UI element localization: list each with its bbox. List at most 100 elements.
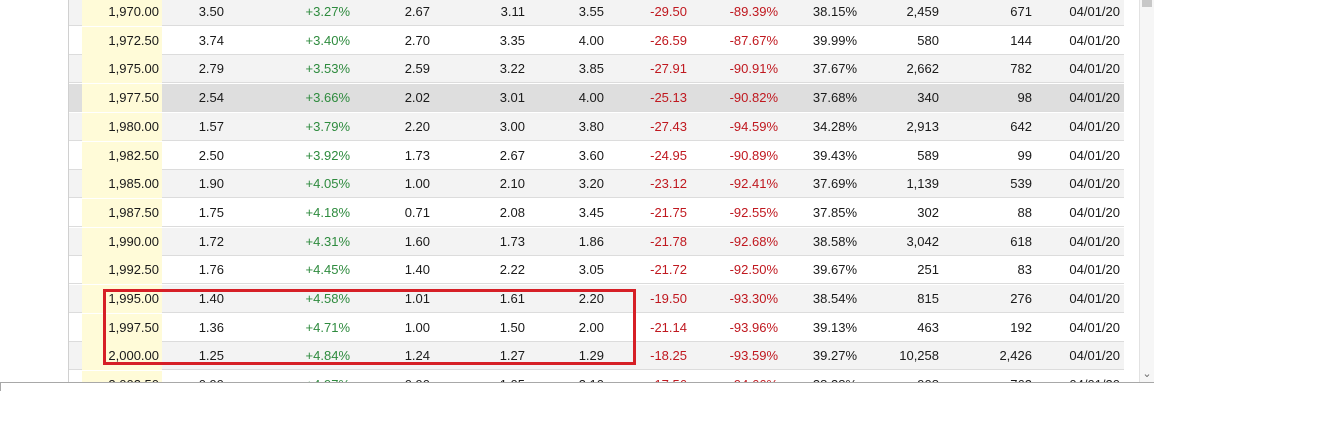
table-cell: 04/01/20 [1069,4,1120,19]
table-row[interactable]: 1,997.50 1.36 +4.71% 1.00 1.50 2.00 -21.14 -93.… [69,313,1124,342]
table-row[interactable]: 1,972.50 3.74 +3.40% 2.70 3.35 4.00 -26.59 -87.… [69,26,1124,55]
table-row[interactable]: 1,980.00 1.57 +3.79% 2.20 3.00 3.80 -27.43 -94.… [69,112,1124,141]
table-cell: 3.22 [499,61,525,77]
table-cell: 340 [917,90,939,106]
scrollbar-thumb[interactable] [1142,0,1152,7]
table-row[interactable]: 1,990.00 1.72 +4.31% 1.60 1.73 1.86 -21.78 -92.… [69,227,1124,256]
table-row[interactable]: 2,000.00 1.25 +4.84% 1.24 1.27 1.29 -18.25 -93.… [69,342,1124,371]
table-cell: 192 [1010,319,1032,335]
table-cell: 251 [917,262,939,278]
strike-cell-bg [82,26,162,55]
table-cell: 04/01/20 [1069,262,1120,278]
table-cell: -26.59 [650,32,687,48]
table-row[interactable]: 1,970.00 3.50 +3.27% 2.67 3.11 3.55 -29.50 -89.… [69,0,1124,26]
strike-cell: 1,992.50 [108,262,159,278]
table-cell: -93.96% [729,319,778,335]
table-row[interactable]: 1,995.00 1.40 +4.58% 1.01 1.61 2.20 -19.50 -93.… [69,285,1124,313]
table-cell: -18.25 [650,348,687,364]
table-cell: 37.85% [812,204,857,220]
table-cell: 1.73 [499,233,525,249]
vertical-scrollbar[interactable]: ⌄ [1139,0,1154,383]
table-cell: 04/01/20 [1069,204,1120,220]
table-cell: 1.76 [198,262,224,278]
table-cell: 04/01/20 [1069,118,1120,134]
table-cell: 04/01/20 [1069,348,1120,364]
strike-cell: 1,972.50 [108,32,159,48]
table-cell: 04/01/20 [1069,90,1120,106]
table-cell: 463 [917,319,939,335]
divider-tick [0,383,1,391]
table-cell: 1.75 [198,204,224,220]
table-cell: -94.59% [729,118,778,134]
table-cell: +4.31% [305,233,350,249]
table-cell: -27.43 [650,118,687,134]
table-cell: 1.86 [578,233,604,249]
table-cell: 3.11 [500,4,525,19]
table-cell: 3.74 [198,32,224,48]
left-gutter [0,0,68,383]
table-cell: 3.45 [578,204,604,220]
table-cell: 1.57 [198,118,224,134]
table-cell: 580 [917,32,939,48]
table-cell: 0.90 [310,371,430,383]
table-cell: -19.50 [650,291,687,306]
strike-cell-bg [82,313,162,342]
strike-cell: 1,995.00 [108,291,159,306]
table-cell: +3.27% [305,4,350,19]
table-cell: -92.68% [729,233,778,249]
table-cell: 2.70 [404,32,430,48]
table-cell: 2.79 [198,61,224,77]
table-cell: -90.82% [729,90,778,106]
table-row[interactable]: 1,987.50 1.75 +4.18% 0.71 2.08 3.45 -21.75 -92.… [69,198,1124,227]
strike-cell-bg [82,112,162,141]
table-cell: 3.05 [578,262,604,278]
table-cell: 1.00 [404,319,430,335]
table-cell: 2.22 [499,262,525,278]
table-cell: 10,258 [899,348,939,364]
table-row[interactable]: 1,992.50 1.76 +4.45% 1.40 2.22 3.05 -21.72 -92.… [69,256,1124,285]
table-cell: 2.67 [499,147,525,163]
strike-cell-bg [82,55,162,84]
table-cell: +3.66% [305,90,350,106]
table-cell: 671 [1010,4,1032,19]
strike-cell: 1,980.00 [108,118,159,134]
table-cell: 1.60 [404,233,430,249]
table-row[interactable]: 1,985.00 1.90 +4.05% 1.00 2.10 3.20 -23.12 -92.… [69,170,1124,199]
table-cell: -93.30% [729,291,778,306]
table-cell: 1.73 [404,147,430,163]
table-cell: 1.61 [499,291,525,306]
table-cell: 04/01/20 [1069,61,1120,77]
table-cell: 1.25 [198,348,224,364]
table-cell: -29.50 [650,4,687,19]
left-divider [68,0,69,383]
table-row[interactable]: 2,002.500.99 +4.97%0.901.053.10-17.56-94.… [69,371,1124,383]
table-cell: 04/01/20 [1000,371,1120,383]
table-cell: -90.91% [729,61,778,77]
table-cell: 2.10 [499,176,525,192]
strike-cell: 1,987.50 [108,204,159,220]
table-cell: 3.00 [499,118,525,134]
table-cell: 2.02 [404,90,430,106]
table-cell: 38.54% [812,291,857,306]
table-row[interactable]: 1,977.50 2.54 +3.66% 2.02 3.01 4.00 -25.13 -90.… [69,84,1124,113]
table-cell: 302 [917,204,939,220]
table-cell: 2.20 [578,291,604,306]
table-cell: 2,913 [906,118,939,134]
chevron-down-icon[interactable]: ⌄ [1142,368,1152,380]
table-cell: 0.99 [104,371,224,383]
divider [0,382,1154,383]
table-row[interactable]: 1,982.50 2.50 +3.92% 1.73 2.67 3.60 -24.95 -90.… [69,141,1124,170]
table-cell: 2.54 [198,90,224,106]
table-cell: 144 [1010,32,1032,48]
table-cell: -25.13 [650,90,687,106]
table-cell: 1.50 [499,319,525,335]
table-cell: 04/01/20 [1069,291,1120,306]
table-cell: 2,662 [906,61,939,77]
table-cell: 83 [1017,262,1032,278]
table-cell: +4.45% [305,262,350,278]
strike-cell-bg [82,198,162,227]
strike-cell: 2,002.50 [69,371,159,383]
table-cell: +4.18% [305,204,350,220]
table-cell: 1.01 [404,291,430,306]
table-row[interactable]: 1,975.00 2.79 +3.53% 2.59 3.22 3.85 -27.91 -90.… [69,55,1124,84]
